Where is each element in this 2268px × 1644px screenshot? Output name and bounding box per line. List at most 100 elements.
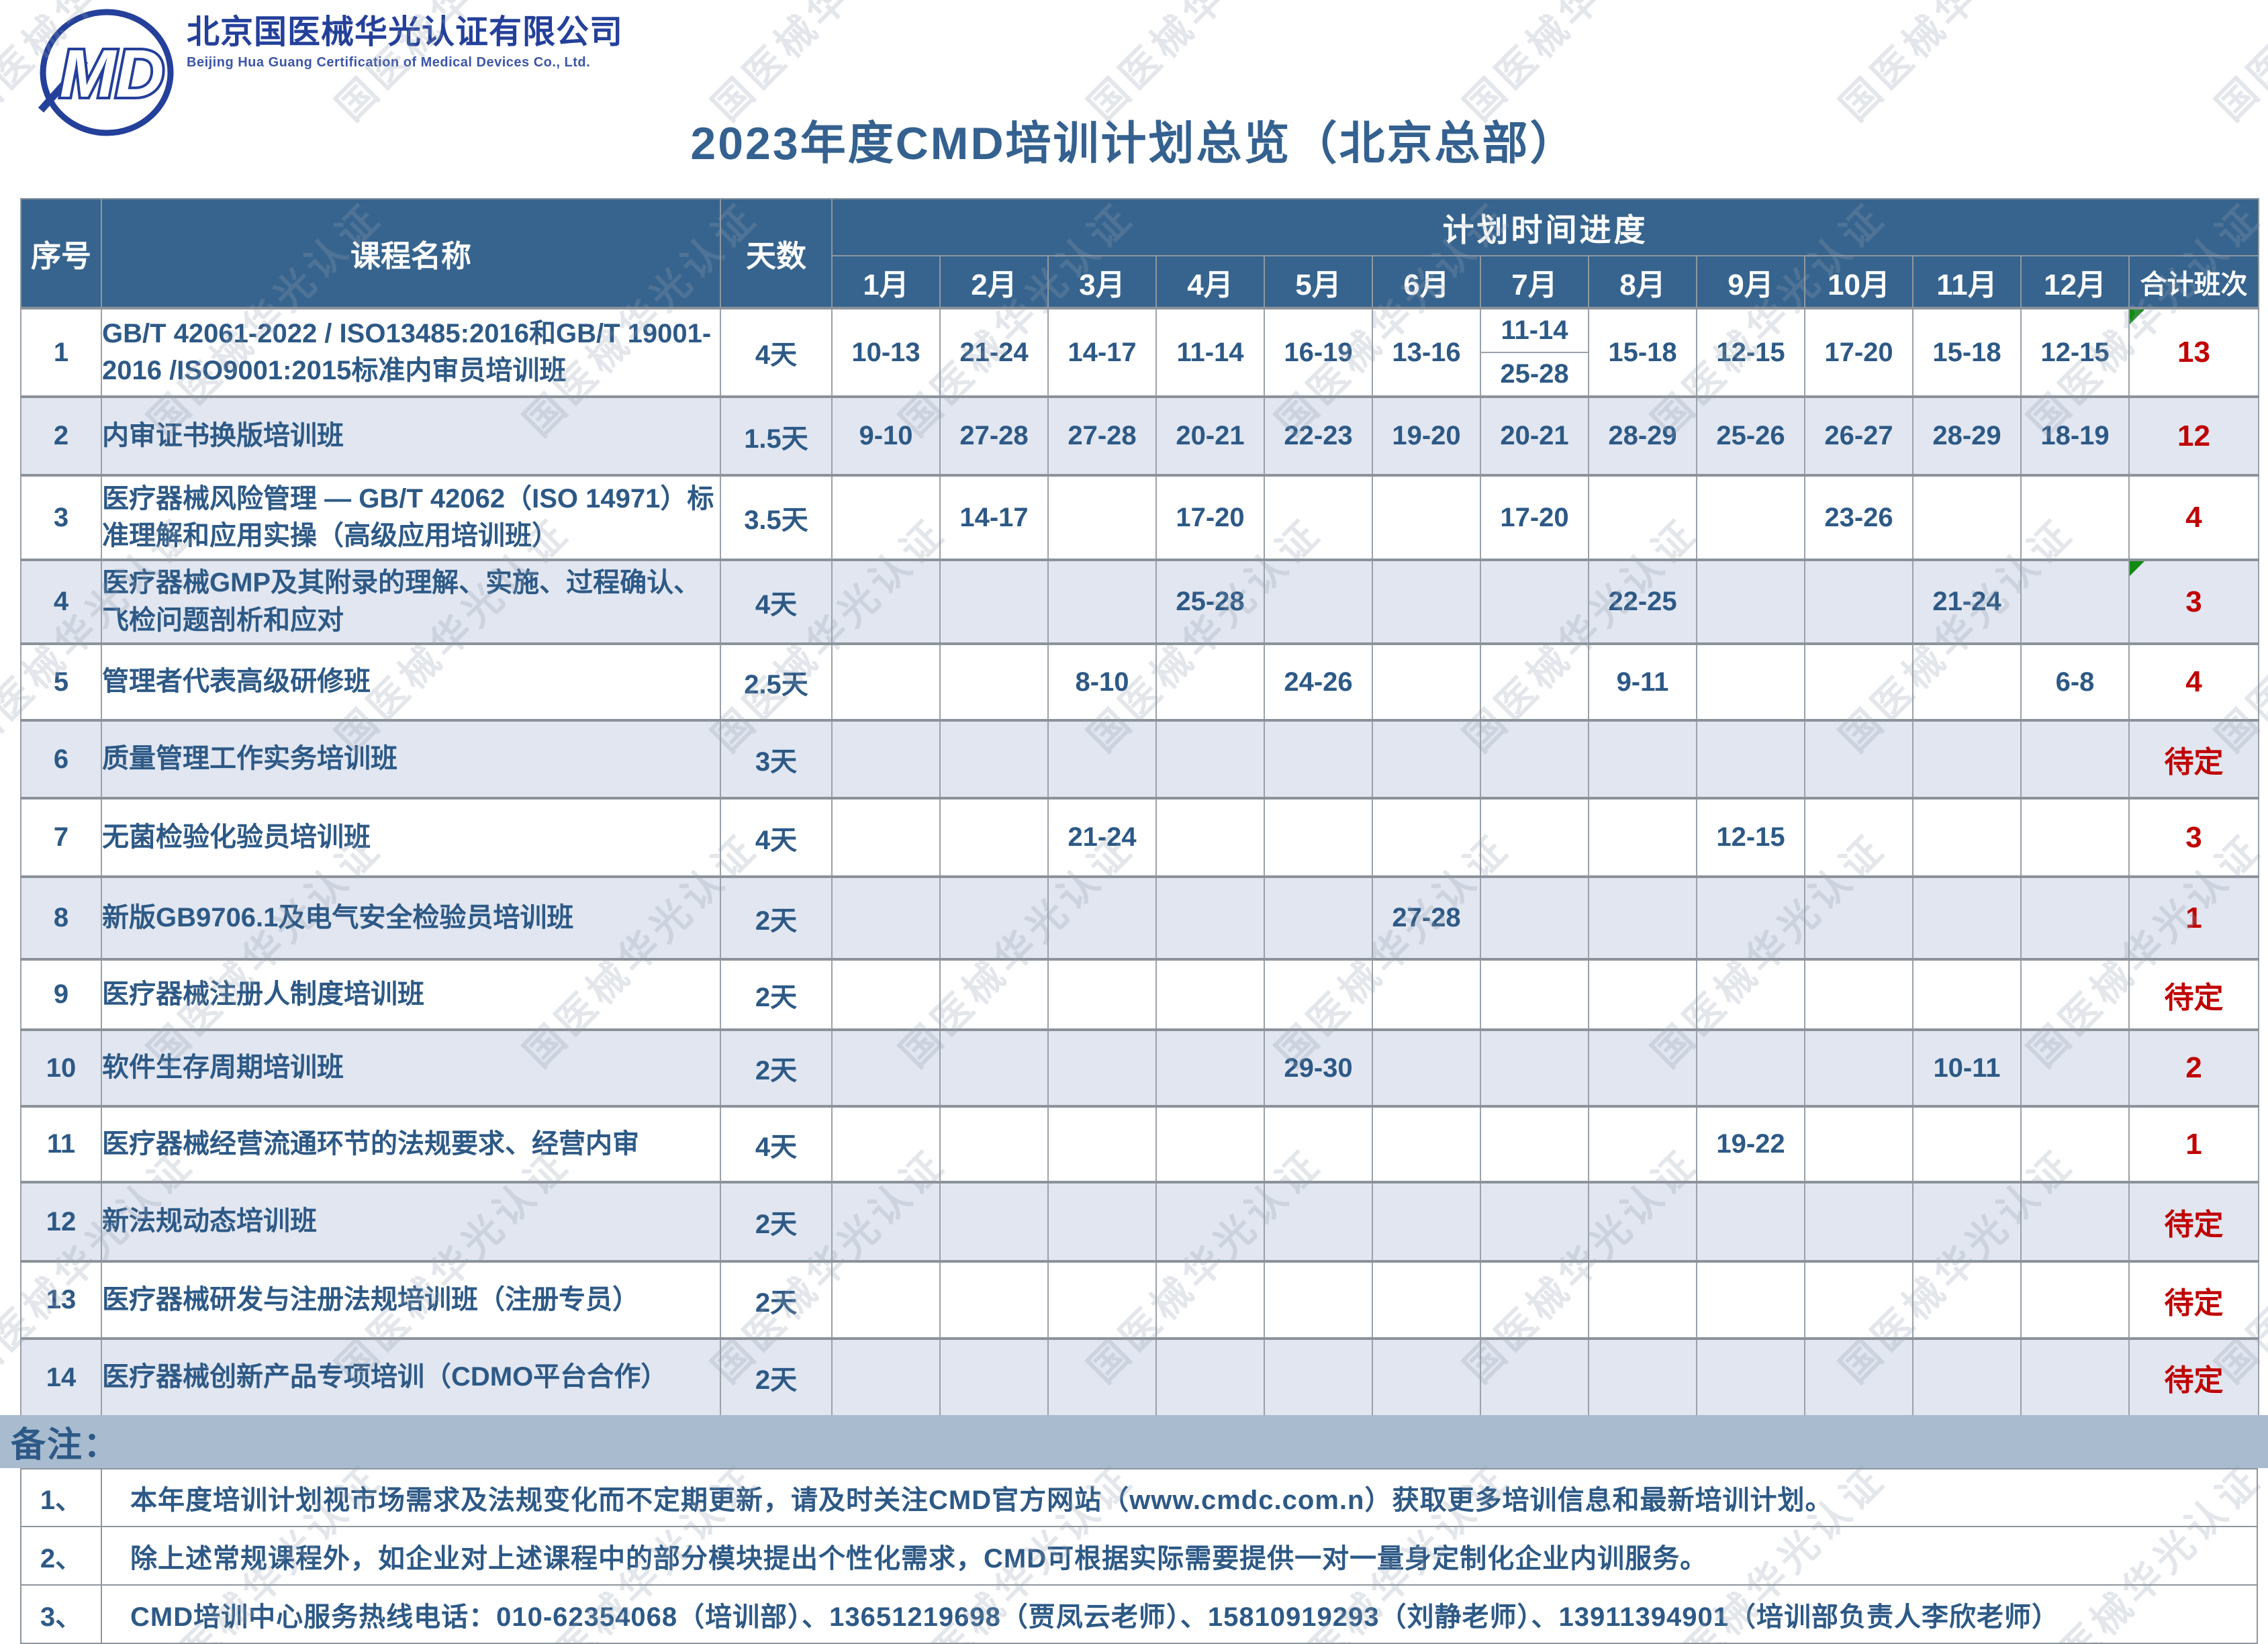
schedule-cell bbox=[1047, 474, 1157, 561]
schedule-cell bbox=[1155, 719, 1265, 799]
total-sessions-cell: 4 bbox=[2128, 474, 2260, 561]
course-rows: 1 GB/T 42061-2022 / ISO13485:2016和GB/T 19… bbox=[20, 307, 2260, 1416]
note-text: 除上述常规课程外，如企业对上述课程中的部分模块提出个性化需求，CMD可根据实际需… bbox=[101, 1526, 2258, 1586]
total-sessions-cell: 待定 bbox=[2128, 1337, 2260, 1416]
schedule-cell bbox=[1155, 797, 1265, 877]
schedule-cell bbox=[2020, 958, 2130, 1030]
header-month-10: 10月 bbox=[1804, 255, 1913, 309]
header-days: 天数 bbox=[720, 198, 833, 309]
schedule-cell bbox=[1264, 474, 1373, 561]
schedule-cell: 11-14 bbox=[1155, 307, 1265, 397]
schedule-cell: 21-24 bbox=[1912, 559, 2022, 644]
notes-table: 1、 本年度培训计划视市场需求及法规变化而不定期更新，请及时关注CMD官方网站（… bbox=[20, 1468, 2258, 1644]
note-number: 2、 bbox=[20, 1526, 102, 1586]
schedule-cell bbox=[1804, 875, 1913, 960]
note-text: 本年度培训计划视市场需求及法规变化而不定期更新，请及时关注CMD官方网站（www… bbox=[101, 1468, 2258, 1527]
schedule-cell bbox=[2020, 1028, 2130, 1107]
schedule-cell: 23-26 bbox=[1804, 474, 1913, 561]
note-text: CMD培训中心服务热线电话：010-62354068（培训部）、13651219… bbox=[101, 1584, 2258, 1644]
course-days: 2.5天 bbox=[720, 642, 833, 721]
schedule-cell: 16-19 bbox=[1264, 307, 1373, 397]
total-sessions-cell: 12 bbox=[2128, 395, 2260, 476]
schedule-cell bbox=[1588, 797, 1697, 877]
schedule-cell bbox=[939, 1181, 1049, 1262]
course-name: 医疗器械经营流通环节的法规要求、经营内审 bbox=[101, 1105, 721, 1183]
schedule-cell bbox=[1912, 958, 2022, 1030]
schedule-cell bbox=[1480, 797, 1589, 877]
header-month-2: 2月 bbox=[939, 255, 1049, 309]
schedule-cell bbox=[2020, 474, 2130, 561]
table-row: 5 管理者代表高级研修班 2.5天 8-10 24-26 9-11 6-8 4 bbox=[20, 642, 2260, 721]
header-month-8: 8月 bbox=[1588, 255, 1697, 309]
schedule-cell bbox=[1047, 1028, 1157, 1107]
note-number: 1、 bbox=[20, 1468, 102, 1527]
schedule-date: 11-14 bbox=[1501, 316, 1568, 345]
schedule-cell bbox=[1696, 1028, 1805, 1107]
header-month-3: 3月 bbox=[1047, 255, 1157, 309]
course-name: 内审证书换版培训班 bbox=[101, 395, 721, 476]
total-sessions-cell: 待定 bbox=[2128, 719, 2260, 799]
schedule-cell bbox=[1155, 1260, 1265, 1339]
schedule-cell bbox=[1480, 1181, 1589, 1262]
schedule-cell: 25-26 bbox=[1696, 395, 1805, 476]
schedule-cell bbox=[1588, 1260, 1697, 1339]
schedule-cell bbox=[1372, 1337, 1481, 1416]
schedule-cell bbox=[1480, 1260, 1589, 1339]
total-sessions-cell: 13 bbox=[2128, 307, 2260, 397]
row-number: 7 bbox=[20, 797, 102, 877]
table-row: 10 软件生存周期培训班 2天 29-30 10-11 2 bbox=[20, 1028, 2260, 1107]
schedule-cell bbox=[1264, 797, 1373, 877]
schedule-cell bbox=[2020, 1337, 2130, 1416]
row-number: 1 bbox=[20, 307, 102, 397]
training-schedule-table: 序号 课程名称 天数 计划时间进度 1月 2月 3月 4月 5月 6月 7月 8… bbox=[20, 198, 2260, 1416]
total-sessions-value: 待定 bbox=[2164, 1208, 2224, 1241]
schedule-cell bbox=[1912, 1181, 2022, 1262]
row-number: 10 bbox=[20, 1028, 102, 1107]
total-sessions-value: 2 bbox=[2185, 1051, 2202, 1084]
company-logo-icon: MD bbox=[38, 9, 174, 136]
course-days: 3天 bbox=[720, 719, 833, 799]
schedule-cell: 14-17 bbox=[1047, 307, 1157, 397]
schedule-cell: 19-20 bbox=[1372, 395, 1481, 476]
note-number: 3、 bbox=[20, 1584, 102, 1644]
schedule-cell bbox=[1696, 958, 1805, 1030]
schedule-cell: 17-20 bbox=[1155, 474, 1265, 561]
table-row: 4 医疗器械GMP及其附录的理解、实施、过程确认、飞检问题剖析和应对 4天 25-28… bbox=[20, 559, 2260, 644]
schedule-cell bbox=[1480, 559, 1589, 644]
schedule-cell: 10-11 bbox=[1912, 1028, 2022, 1107]
total-sessions-value: 4 bbox=[2185, 665, 2202, 698]
company-brand: MD 北京国医械华光认证有限公司 Beijing Hua Guang Certi… bbox=[37, 8, 623, 139]
course-days: 2天 bbox=[720, 1181, 833, 1262]
total-sessions-value: 3 bbox=[2185, 585, 2202, 618]
total-sessions-cell: 3 bbox=[2128, 559, 2260, 644]
schedule-cell bbox=[1480, 1337, 1589, 1416]
schedule-cell bbox=[1047, 559, 1157, 644]
total-sessions-value: 12 bbox=[2177, 419, 2210, 452]
schedule-cell bbox=[1912, 797, 2022, 877]
schedule-cell bbox=[939, 958, 1049, 1030]
note-row: 1、 本年度培训计划视市场需求及法规变化而不定期更新，请及时关注CMD官方网站（… bbox=[20, 1468, 2258, 1527]
schedule-cell bbox=[1804, 1181, 1913, 1262]
schedule-cell bbox=[831, 958, 941, 1030]
schedule-cell bbox=[1912, 719, 2022, 799]
header-month-7: 7月 bbox=[1480, 255, 1589, 309]
schedule-cell bbox=[1480, 719, 1589, 799]
schedule-cell bbox=[831, 1105, 941, 1183]
course-days: 2天 bbox=[720, 958, 833, 1030]
course-name: 新法规动态培训班 bbox=[101, 1181, 721, 1262]
page-title: 2023年度CMD培训计划总览（北京总部） bbox=[690, 118, 1578, 169]
row-number: 12 bbox=[20, 1181, 102, 1262]
row-number: 2 bbox=[20, 395, 102, 476]
course-name: 医疗器械注册人制度培训班 bbox=[101, 958, 721, 1030]
header-month-4: 4月 bbox=[1155, 255, 1265, 309]
schedule-cell bbox=[1264, 719, 1373, 799]
schedule-cell bbox=[1696, 474, 1805, 561]
schedule-cell bbox=[2020, 559, 2130, 644]
schedule-cell bbox=[2020, 719, 2130, 799]
total-sessions-value: 1 bbox=[2185, 1127, 2202, 1161]
schedule-cell bbox=[1155, 1028, 1265, 1107]
schedule-cell bbox=[831, 719, 941, 799]
schedule-cell bbox=[2020, 875, 2130, 960]
schedule-cell bbox=[1480, 1028, 1589, 1107]
schedule-cell bbox=[1588, 1337, 1697, 1416]
